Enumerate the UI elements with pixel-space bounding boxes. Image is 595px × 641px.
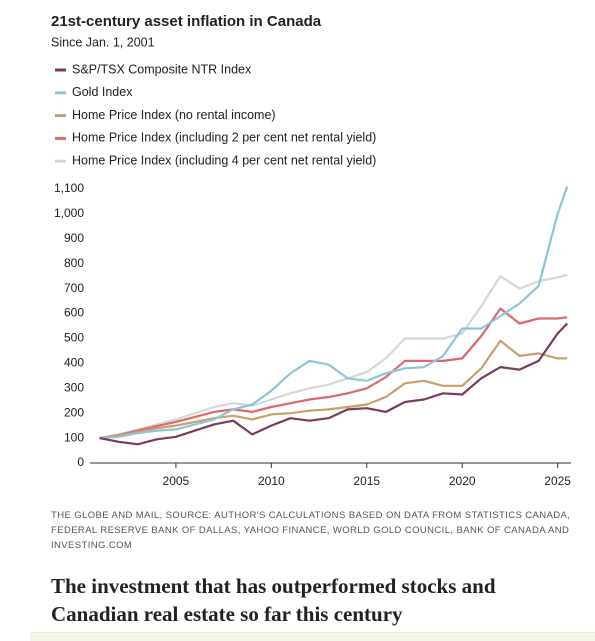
legend-label: Home Price Index (including 2 per cent n… xyxy=(72,131,376,145)
y-tick-label: 100 xyxy=(64,430,84,444)
series-line xyxy=(99,273,568,440)
legend-label: Home Price Index (no rental income) xyxy=(72,108,276,122)
y-tick-label: 1,000 xyxy=(54,206,84,220)
x-tick-label: 2020 xyxy=(449,474,476,488)
legend-label: S&P/TSX Composite NTR Index xyxy=(72,62,252,76)
y-tick-label: 0 xyxy=(77,455,84,469)
y-tick-label: 500 xyxy=(64,331,84,345)
y-tick-label: 1,100 xyxy=(54,181,84,195)
series-line xyxy=(99,186,569,440)
series-line xyxy=(99,322,568,446)
y-tick-label: 600 xyxy=(64,306,84,320)
y-tick-label: 300 xyxy=(64,380,84,394)
series-line xyxy=(99,307,568,440)
series-line xyxy=(99,339,568,440)
headline: The investment that has outperformed sto… xyxy=(51,574,496,626)
chart: 21st-century asset inflation in Canada S… xyxy=(51,13,571,488)
y-tick-label: 900 xyxy=(64,231,84,245)
x-tick-label: 2025 xyxy=(544,474,571,488)
legend-label: Home Price Index (including 4 per cent n… xyxy=(72,153,376,167)
y-tick-label: 800 xyxy=(64,256,84,270)
chart-subtitle: Since Jan. 1, 2001 xyxy=(51,35,155,49)
x-tick-label: 2005 xyxy=(163,474,190,488)
y-tick-label: 400 xyxy=(64,356,84,370)
source-note: The Globe and Mail, Source: Author's cal… xyxy=(51,510,571,551)
banner-strip xyxy=(30,632,595,641)
y-tick-label: 700 xyxy=(64,281,84,295)
legend-label: Gold Index xyxy=(72,85,133,99)
x-tick-label: 2015 xyxy=(353,474,380,488)
y-tick-label: 200 xyxy=(64,405,84,419)
chart-title: 21st-century asset inflation in Canada xyxy=(51,13,322,30)
x-tick-label: 2010 xyxy=(258,474,285,488)
